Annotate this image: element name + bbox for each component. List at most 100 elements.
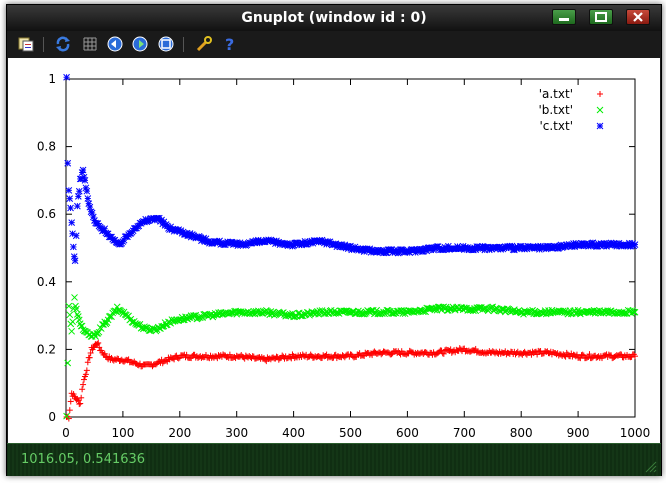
data-point — [573, 351, 580, 358]
data-point — [186, 314, 194, 322]
data-point — [87, 350, 94, 357]
data-point — [80, 381, 87, 388]
unzoom-icon[interactable] — [157, 35, 175, 53]
data-point — [70, 243, 77, 251]
data-point — [65, 187, 73, 194]
data-point — [72, 232, 80, 240]
data-point — [64, 159, 72, 167]
data-point — [136, 320, 144, 328]
data-point — [579, 351, 586, 358]
scatter-chart: 0 100 200 300 400 500 600 700 800 900 1000 0 0.2 0.4 0… — [37, 72, 650, 440]
y-tick-label: 0.2 — [37, 342, 56, 356]
data-point — [65, 302, 73, 310]
x-tick-label: 1000 — [620, 426, 651, 440]
data-point — [89, 213, 97, 221]
toolbar-separator — [43, 37, 44, 52]
data-point — [66, 195, 74, 203]
data-point — [86, 354, 93, 361]
replot-icon[interactable] — [54, 35, 72, 53]
data-point — [66, 311, 74, 319]
data-point — [75, 316, 83, 324]
data-point — [67, 204, 74, 212]
data-point — [586, 351, 593, 358]
data-point — [171, 356, 178, 363]
data-point — [79, 386, 86, 393]
data-point — [81, 177, 89, 184]
y-tick-label: 0 — [48, 410, 56, 424]
data-point — [96, 344, 103, 351]
legend-marker — [597, 91, 603, 97]
zoom-next-icon[interactable] — [131, 35, 149, 53]
maximize-icon — [595, 12, 607, 22]
x-tick-label: 300 — [225, 426, 248, 440]
data-point — [434, 243, 442, 250]
y-tick-label: 0.8 — [37, 140, 56, 154]
help-icon[interactable]: ? — [221, 35, 239, 54]
data-point — [84, 195, 92, 202]
legend-marker — [596, 106, 604, 114]
data-point — [279, 352, 286, 359]
data-point — [75, 187, 83, 195]
series-2 — [63, 294, 639, 420]
data-point — [359, 310, 367, 318]
data-point — [77, 400, 84, 407]
x-tick-label: 600 — [396, 426, 419, 440]
x-tick-label: 500 — [339, 426, 362, 440]
legend-label: 'c.txt' — [539, 119, 573, 133]
toolbar-separator — [183, 37, 184, 52]
mouse-coordinates: 1016.05, 0.541636 — [21, 452, 146, 467]
data-point — [74, 202, 81, 210]
data-point — [66, 407, 73, 414]
x-tick-label: 700 — [453, 426, 476, 440]
y-tick-label: 1 — [48, 72, 56, 86]
y-tick-label: 0.6 — [37, 207, 56, 221]
data-point — [114, 307, 122, 314]
data-point — [632, 353, 638, 360]
status-bar: 1016.05, 0.541636 — [7, 443, 661, 476]
data-point — [86, 203, 94, 211]
x-tick-label: 400 — [282, 426, 305, 440]
data-point — [78, 394, 85, 401]
legend-label: 'b.txt' — [538, 103, 573, 117]
grid-icon[interactable] — [81, 35, 99, 53]
data-point — [88, 209, 96, 217]
data-point — [83, 367, 90, 374]
title-bar[interactable]: Gnuplot (window id : 0) — [7, 5, 661, 31]
data-point — [299, 312, 307, 320]
data-point — [631, 241, 639, 248]
axis-ticks: 0 100 200 300 400 500 600 700 800 900 1000 0 0.2 0.4 0… — [37, 72, 650, 440]
data-point — [76, 401, 83, 408]
data-point — [63, 412, 70, 420]
x-tick-label: 800 — [510, 426, 533, 440]
data-point — [125, 312, 132, 320]
window-title: Gnuplot (window id : 0) — [241, 10, 427, 26]
data-point — [380, 308, 387, 316]
data-point — [67, 398, 74, 405]
zoom-previous-icon[interactable] — [106, 35, 124, 53]
data-point — [280, 309, 287, 316]
close-button[interactable] — [626, 9, 650, 25]
data-point — [69, 318, 76, 326]
toolbar: ? — [7, 31, 661, 58]
plot-area[interactable]: 0 100 200 300 400 500 600 700 800 900 1000 0 0.2 0.4 0… — [8, 58, 660, 443]
data-point — [307, 351, 314, 358]
legend: 'a.txt' 'b.txt' 'c.txt' — [538, 87, 604, 133]
data-point — [108, 313, 115, 321]
maximize-button[interactable] — [589, 9, 613, 25]
data-point — [630, 308, 638, 316]
minimize-button[interactable] — [552, 9, 576, 25]
svg-text:?: ? — [225, 35, 234, 53]
data-point — [162, 321, 170, 329]
data-point — [68, 327, 76, 335]
data-point — [475, 303, 483, 311]
copy-to-clipboard-icon[interactable] — [17, 35, 35, 53]
options-icon[interactable] — [195, 35, 213, 53]
series-1 — [63, 339, 638, 422]
minimize-icon — [559, 18, 569, 21]
data-point — [124, 233, 131, 241]
legend-label: 'a.txt' — [539, 87, 573, 101]
data-point — [183, 351, 190, 358]
data-point — [82, 371, 89, 378]
resize-grip-icon[interactable] — [643, 459, 657, 473]
data-point — [388, 351, 395, 358]
